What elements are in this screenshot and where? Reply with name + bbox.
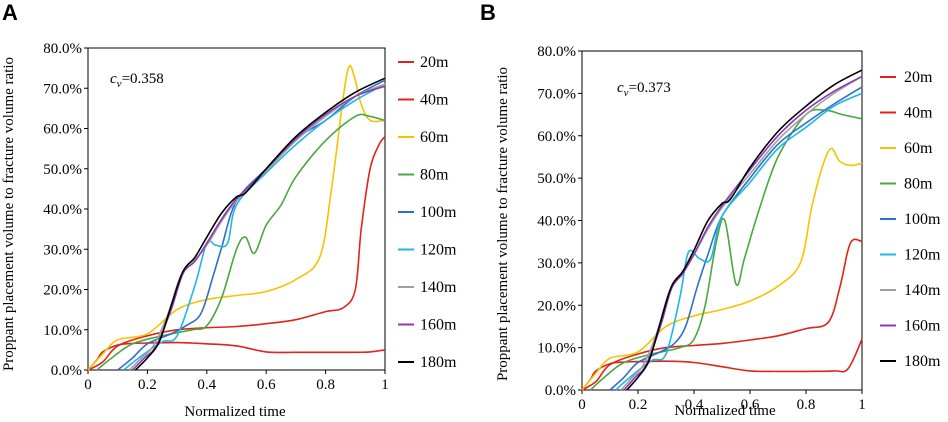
cv-annotation: cv=0.373 [617,80,671,99]
y-tick-label: 20.0% [537,298,576,314]
x-tick-label: 0.4 [685,397,704,413]
legend-label-60m: 60m [904,140,933,157]
x-tick-label: 0.2 [138,377,157,393]
y-tick-labels: 0.0% 10.0% 20.0% 30.0% 40.0% 50.0% 60.0% 70.0% 8… [43,41,88,379]
panel-a: A Proppant placement volume to fracture … [1,0,457,420]
x-tick-label: 0 [578,397,586,413]
legend: 20m 40m 60m 80m 100m 120m 140m 160m 180m [880,69,941,370]
y-tick-label: 0.0% [545,383,576,399]
x-tick-label: 1 [858,397,866,413]
x-tick-label: 0.2 [629,397,648,413]
y-tick-label: 30.0% [43,242,82,258]
series-line-100m [609,86,863,391]
cv-value: =0.358 [122,71,164,87]
legend-label-80m: 80m [904,176,933,193]
legend-label-40m: 40m [904,105,933,122]
legend-label-140m: 140m [904,282,941,299]
legend-label-160m: 160m [420,317,457,334]
series-line-60m [87,64,386,371]
y-tick-label: 70.0% [43,81,82,97]
x-tick-label: 0.8 [316,377,335,393]
series-line-180m [626,69,863,391]
y-tick-label: 50.0% [537,171,576,187]
legend: 20m 40m 60m 80m 100m 120m 140m 160m 180m [398,54,457,371]
y-tick-label: 40.0% [43,202,82,218]
plot-area [581,50,863,391]
y-tick-label: 80.0% [43,41,82,57]
series-line-40m [581,238,863,391]
cv-symbol: c [617,80,624,96]
series-line-120m [123,83,386,371]
x-tick-label: 0.6 [257,377,276,393]
legend-label-20m: 20m [420,54,449,71]
series-line-80m [96,113,386,371]
y-tick-label: 0.0% [51,363,82,379]
legend-label-80m: 80m [420,167,449,184]
legend-label-160m: 160m [904,318,941,335]
cv-subscript: v [624,87,629,99]
series-line-160m [132,85,386,371]
y-tick-label: 10.0% [537,341,576,357]
cv-symbol: c [110,71,117,87]
plot-area [87,47,386,371]
legend-label-60m: 60m [420,129,449,146]
series-line-40m [87,136,386,371]
y-tick-label: 80.0% [537,44,576,60]
cv-subscript: v [117,78,122,90]
x-tick-labels: 0 0.2 0.4 0.6 0.8 1 [84,370,389,393]
y-tick-label: 50.0% [43,162,82,178]
x-tick-label: 1 [381,377,389,393]
y-tick-label: 20.0% [43,283,82,299]
panel-b: B Proppant placement volume to fracture … [480,0,941,419]
x-axis-title: Normalized time [184,404,286,420]
series-line-80m [589,108,863,391]
legend-label-40m: 40m [420,92,449,109]
y-axis-title: Proppant placement volume to fracture vo… [495,67,511,381]
series-line-160m [623,75,863,391]
y-tick-label: 40.0% [537,214,576,230]
legend-label-120m: 120m [420,242,457,259]
legend-label-180m: 180m [904,353,941,370]
x-axis-title: Normalized time [674,403,776,419]
y-tick-label: 70.0% [537,86,576,102]
legend-label-20m: 20m [904,69,933,86]
y-tick-label: 60.0% [43,122,82,138]
legend-label-140m: 140m [420,279,457,296]
y-axis-title: Proppant placement volume to fracture vo… [1,57,17,371]
x-tick-labels: 0 0.2 0.4 0.6 0.8 1 [578,390,866,413]
y-tick-label: 60.0% [537,129,576,145]
legend-label-100m: 100m [904,211,941,228]
x-tick-label: 0.6 [741,397,760,413]
x-tick-label: 0 [84,377,92,393]
series-line-140m [620,75,863,391]
legend-label-120m: 120m [904,247,941,264]
series-line-120m [615,92,863,391]
legend-label-100m: 100m [420,204,457,221]
panel-label: B [480,0,496,25]
y-tick-label: 30.0% [537,256,576,272]
series-lines [581,69,863,391]
cv-annotation: cv=0.358 [110,71,164,90]
legend-label-180m: 180m [420,354,457,371]
series-line-140m [129,83,386,371]
x-tick-label: 0.4 [197,377,216,393]
series-lines [87,64,386,371]
series-line-60m [581,147,863,391]
y-tick-labels: 0.0% 10.0% 20.0% 30.0% 40.0% 50.0% 60.0% 70.0% 8… [537,44,582,399]
y-tick-label: 10.0% [43,323,82,339]
cv-value: =0.373 [629,80,671,96]
panel-label: A [2,0,18,25]
x-tick-label: 0.8 [797,397,816,413]
series-line-180m [134,77,386,371]
